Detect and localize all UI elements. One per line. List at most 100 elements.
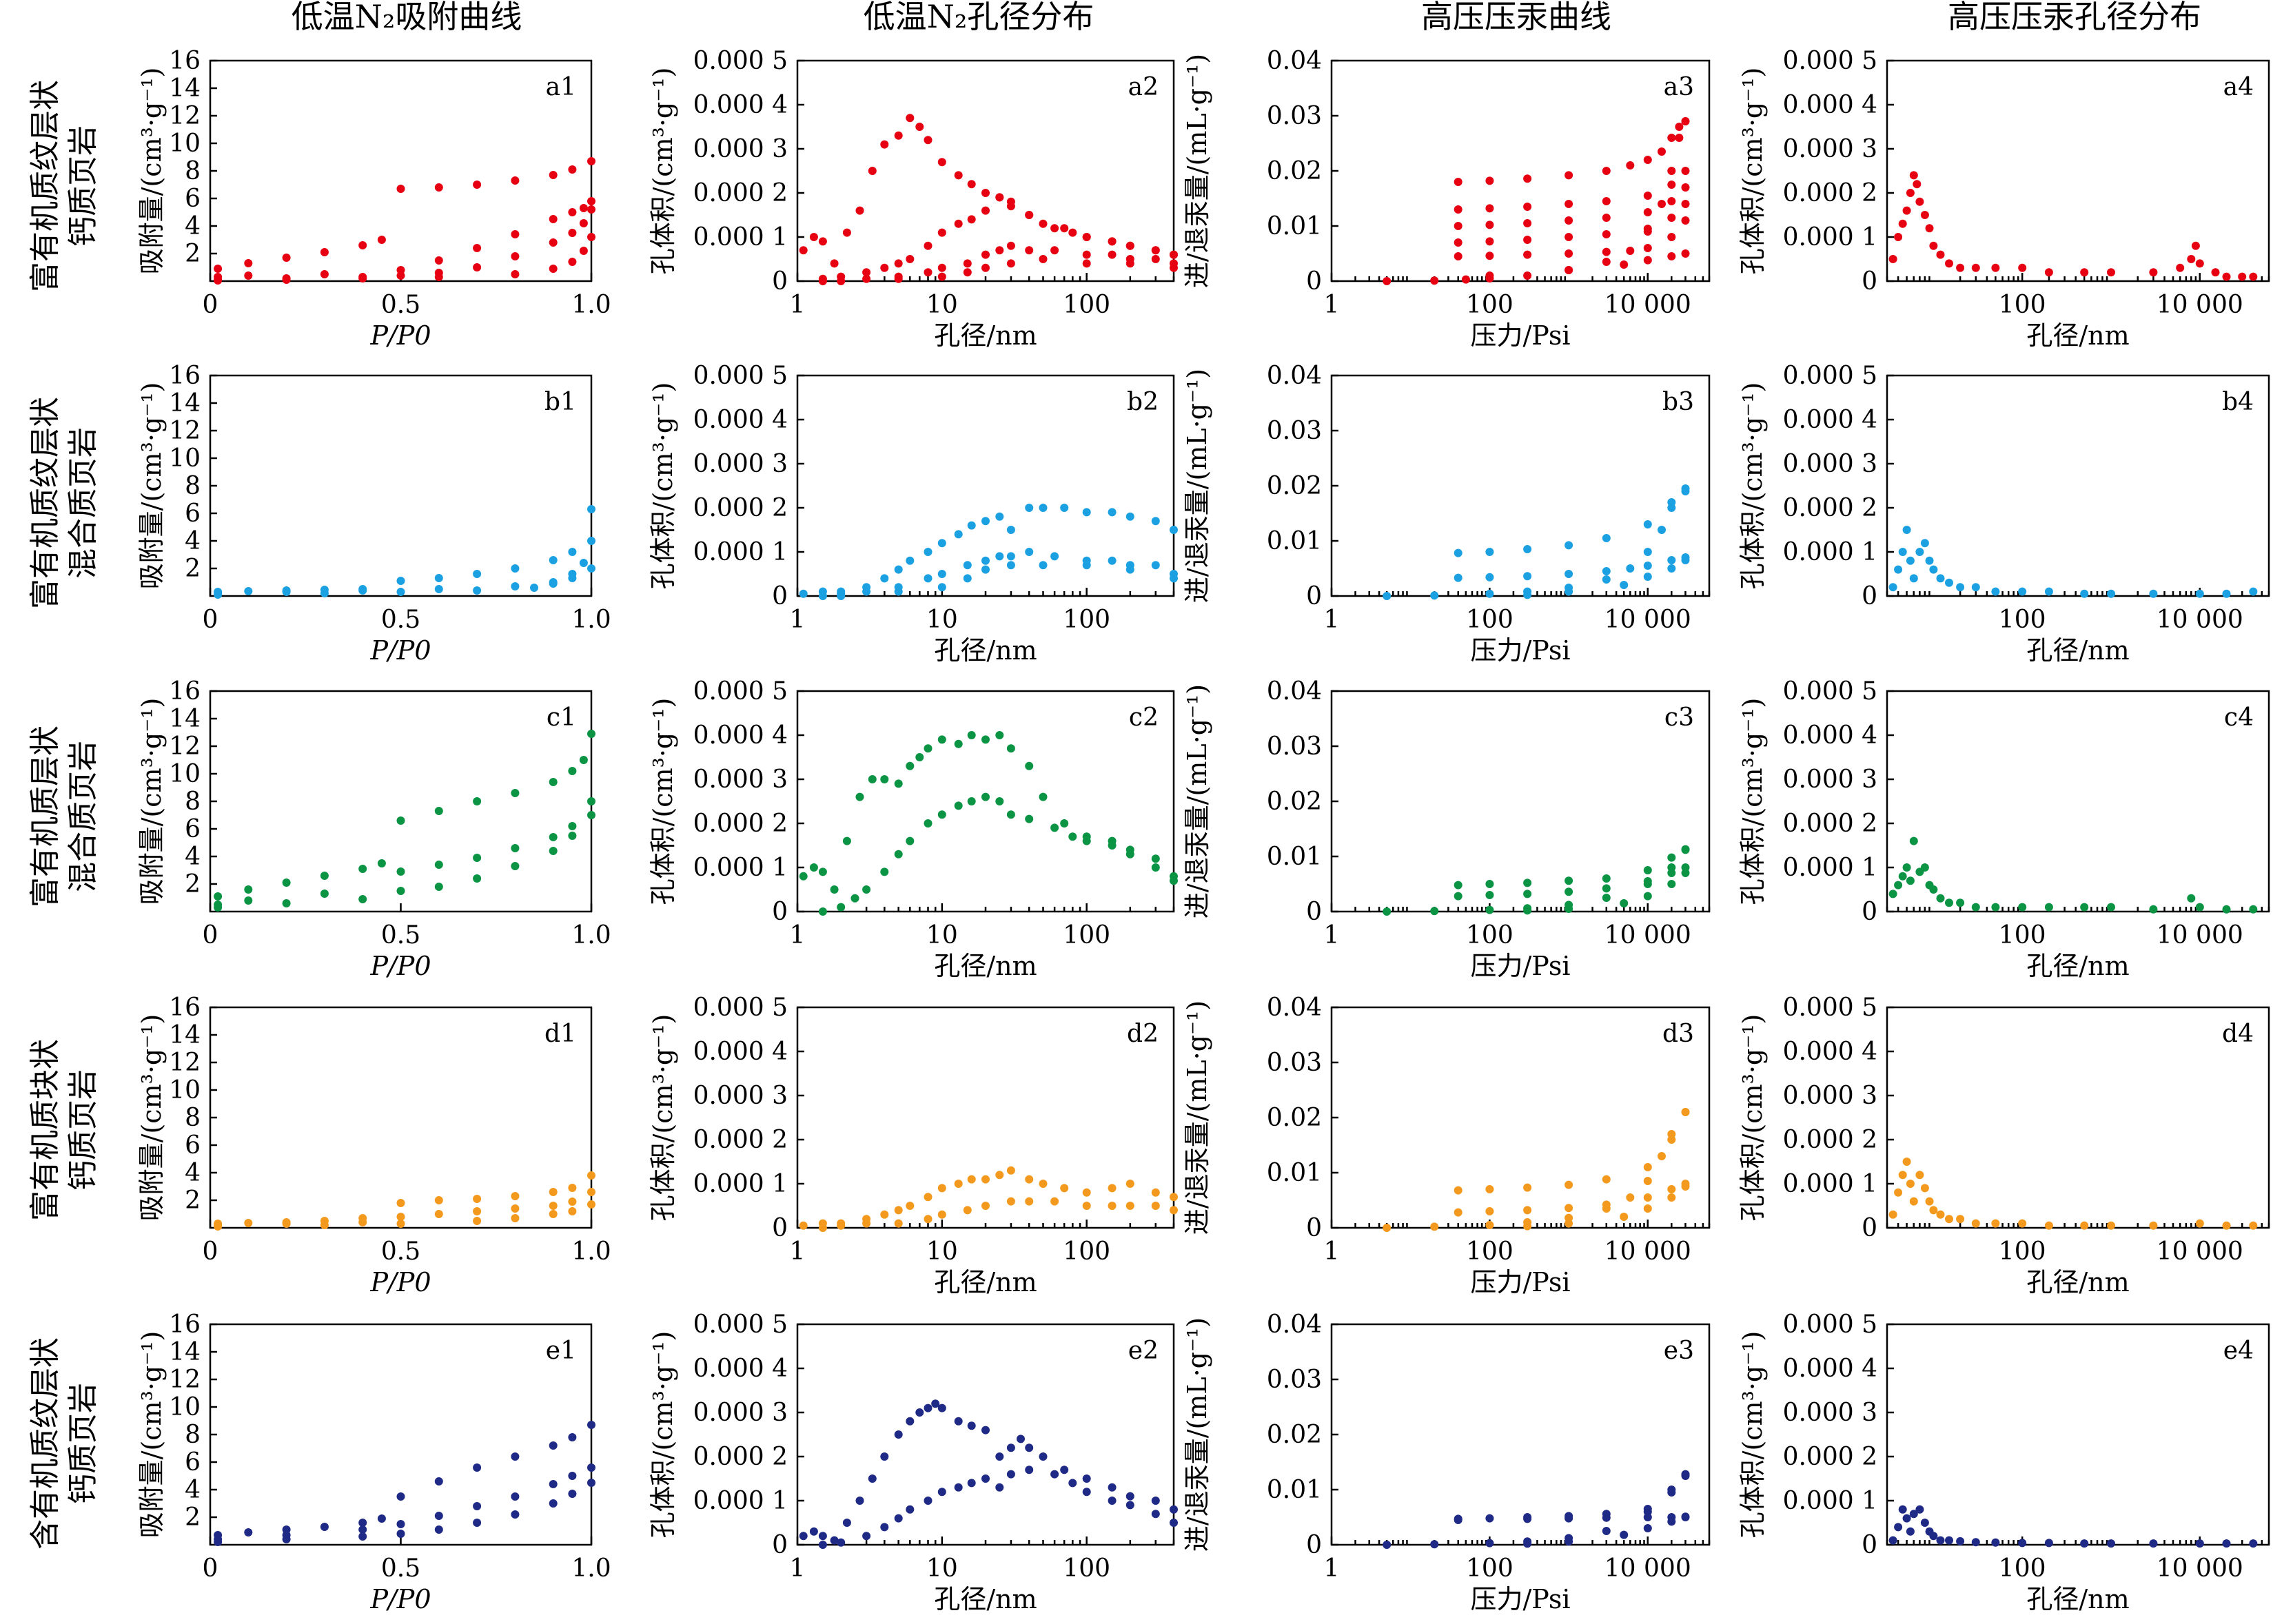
data-point [1620, 1213, 1629, 1221]
data-point [1050, 552, 1059, 561]
x-tick-label: 100 [1466, 1237, 1514, 1266]
y-tick-label: 0.000 2 [693, 1126, 788, 1154]
series-0 [799, 114, 1178, 268]
data-point [1454, 222, 1463, 230]
data-point [1485, 1514, 1494, 1523]
data-point [2107, 589, 2115, 598]
x-axis-label: 孔径/nm [2026, 951, 2129, 981]
data-point [568, 822, 577, 830]
x-axis-label: 压力/Psi [1470, 951, 1570, 981]
data-point [1082, 1474, 1091, 1483]
data-point [1929, 1206, 1938, 1215]
x-axis-label: P/P0 [369, 1267, 431, 1297]
data-point [2080, 1539, 2089, 1548]
y-tick-label: 0.000 4 [693, 721, 788, 750]
series-2 [214, 205, 595, 284]
panel-label: a3 [1664, 73, 1694, 101]
data-point [434, 256, 443, 265]
y-tick-label: 0.000 2 [1783, 494, 1877, 522]
data-point [981, 1426, 990, 1435]
data-point [1050, 224, 1059, 233]
y-tick-label: 0.000 2 [693, 810, 788, 838]
panel-label: d3 [1662, 1020, 1694, 1048]
data-point [1643, 156, 1652, 164]
data-point [1108, 1202, 1117, 1210]
y-tick-label: 0.04 [1267, 677, 1322, 706]
y-tick-label: 8 [185, 788, 201, 816]
y-tick-label: 0.03 [1267, 732, 1322, 761]
x-tick-label: 100 [1466, 1554, 1514, 1583]
data-point [1125, 565, 1134, 574]
data-point [1602, 874, 1611, 883]
data-point [1667, 134, 1676, 142]
y-tick-label: 0.04 [1267, 362, 1322, 390]
data-point [1006, 1443, 1015, 1452]
data-point [1915, 548, 1924, 556]
data-point [1667, 233, 1676, 241]
series-2 [837, 561, 1178, 600]
data-point [880, 263, 889, 272]
series-1 [214, 1188, 595, 1229]
data-point [2176, 263, 2185, 272]
data-point [1565, 233, 1573, 241]
data-point [937, 1210, 946, 1219]
data-point [2018, 587, 2027, 596]
data-point [214, 1222, 223, 1231]
data-point [473, 263, 482, 271]
data-point [282, 878, 291, 887]
series-1 [818, 1466, 1178, 1549]
data-point [2249, 587, 2258, 596]
y-tick-label: 2 [185, 1503, 201, 1532]
data-point [1902, 206, 1911, 215]
data-point [1626, 247, 1635, 255]
data-point [1068, 832, 1077, 841]
plot-frame [796, 1006, 1175, 1229]
data-point [214, 892, 223, 901]
y-tick-label: 6 [185, 185, 201, 213]
data-point [2249, 1221, 2258, 1230]
x-tick-label: 100 [1466, 291, 1514, 319]
data-point [530, 584, 538, 592]
data-point [1643, 208, 1652, 216]
x-tick-label: 10 000 [2157, 921, 2243, 949]
data-point [1151, 1188, 1160, 1197]
row-label-a-line1: 富有机质纹层状 [28, 80, 63, 292]
data-point [1108, 841, 1117, 850]
data-point [1991, 903, 2000, 912]
column-title-mip-pore-distribution: 高压压汞孔径分布 [1948, 0, 2201, 35]
y-tick-label: 14 [169, 705, 201, 733]
x-tick-label: 10 [926, 1554, 958, 1583]
y-axis-label: 孔体积/(cm³·g⁻¹) [1737, 698, 1768, 905]
data-point [1681, 1470, 1690, 1479]
data-point [511, 1214, 520, 1222]
y-tick-label: 14 [169, 74, 201, 103]
data-point [579, 559, 588, 567]
data-point [434, 1210, 443, 1218]
data-point [2044, 587, 2053, 596]
data-point [1894, 1523, 1903, 1532]
series-1 [1383, 117, 1690, 285]
data-point [396, 1213, 405, 1221]
data-point [1906, 189, 1915, 197]
plot-frame [796, 1323, 1175, 1546]
data-point [1602, 167, 1611, 175]
data-point [924, 1193, 933, 1202]
series-2 [1454, 553, 1690, 582]
data-point [862, 268, 871, 277]
data-point [1626, 161, 1635, 169]
data-point [434, 1525, 443, 1534]
data-point [1681, 556, 1690, 564]
data-point [587, 1421, 595, 1429]
x-tick-label: 1 [1324, 921, 1340, 949]
y-tick-label: 0 [1306, 1214, 1322, 1242]
x-tick-label: 0.5 [381, 606, 420, 634]
data-point [568, 258, 577, 266]
y-tick-label: 0.000 3 [693, 765, 788, 794]
panel-label: a2 [1128, 73, 1159, 101]
data-point [830, 259, 839, 268]
data-point [1894, 565, 1903, 574]
y-tick-label: 0 [1306, 267, 1322, 296]
x-tick-label: 100 [1466, 606, 1514, 634]
row-label-b-line1: 富有机质纹层状 [28, 397, 63, 609]
data-point [906, 556, 915, 565]
